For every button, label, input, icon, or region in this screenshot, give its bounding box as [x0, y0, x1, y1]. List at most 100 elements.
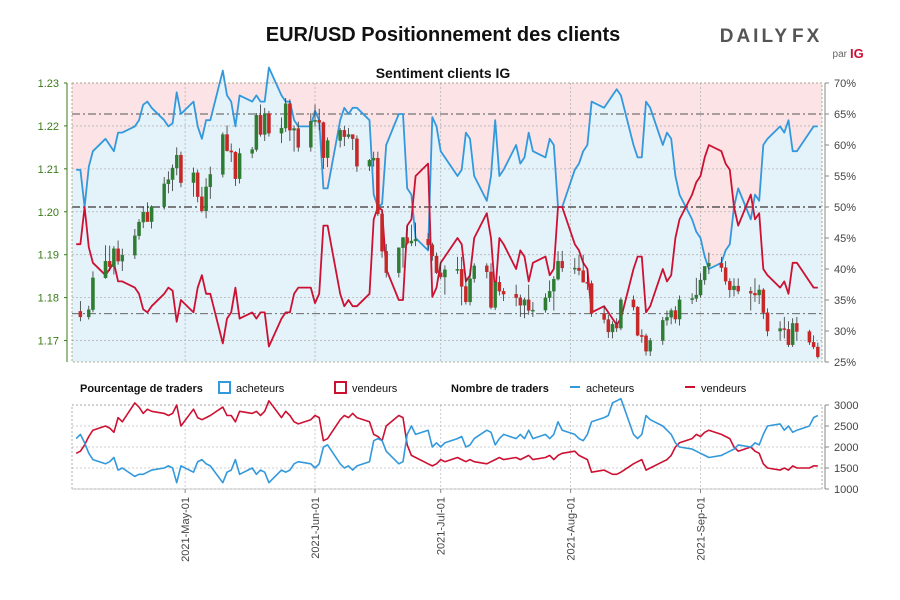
candle: [87, 305, 91, 320]
candle: [501, 288, 506, 302]
candle-body-down: [296, 128, 301, 148]
candle-body-up: [279, 127, 284, 134]
candle: [489, 263, 493, 310]
candle-body-up: [103, 260, 108, 279]
candle-body-up: [338, 130, 342, 141]
candle: [677, 295, 682, 326]
chart-subtitle: Sentiment clients IG: [376, 65, 511, 81]
candle-body-down: [749, 291, 753, 294]
candle-body-down: [145, 212, 150, 222]
candle: [644, 333, 648, 356]
candle: [749, 286, 753, 311]
candle: [707, 252, 711, 275]
candle-body-up: [677, 299, 682, 320]
candle: [614, 318, 619, 332]
candle-body-down: [350, 134, 355, 139]
candle-body-down: [723, 267, 728, 282]
sellers-count-line: [75, 399, 818, 476]
candle-body-down: [753, 293, 757, 296]
candle: [116, 240, 120, 265]
candle-body-up: [174, 154, 179, 169]
candle: [254, 113, 259, 152]
candle: [405, 225, 409, 245]
candle: [640, 329, 644, 343]
candle-body-up: [543, 297, 548, 311]
candle: [648, 337, 652, 356]
candle: [472, 263, 476, 283]
candle-body-up: [690, 298, 694, 300]
candle: [145, 202, 150, 222]
legend-count-sellers-label: vendeurs: [701, 383, 747, 395]
candle: [229, 143, 233, 162]
candle-body-up: [237, 153, 242, 179]
buyers-percent-line: [76, 66, 818, 270]
candle-body-down: [501, 291, 506, 295]
candle-body-down: [355, 138, 359, 167]
candle: [464, 277, 468, 305]
candle: [162, 177, 166, 210]
candle: [409, 224, 414, 247]
candle-body-down: [384, 251, 388, 273]
candle-body-up: [669, 310, 673, 318]
candle-body-down: [258, 115, 263, 135]
percent-tick-label: 55%: [834, 171, 856, 183]
candle-body-down: [816, 346, 820, 357]
candle: [195, 169, 200, 203]
candle: [283, 98, 288, 132]
candle: [288, 99, 292, 141]
candle-body-down: [459, 269, 464, 287]
candle: [589, 280, 594, 317]
price-tick-label: 1.22: [38, 121, 59, 133]
price-tick-label: 1.23: [38, 78, 59, 90]
candle: [137, 219, 141, 240]
candle: [204, 178, 208, 219]
candle-body-down: [497, 282, 502, 292]
candle: [669, 308, 673, 325]
candle: [526, 284, 531, 315]
candle-body-down: [782, 328, 787, 330]
candle-body-down: [644, 335, 648, 352]
candle-body-down: [581, 270, 585, 283]
candle-body-up: [166, 179, 171, 185]
candle: [309, 113, 313, 152]
candle: [107, 245, 112, 272]
candle: [602, 306, 606, 324]
candle: [816, 342, 820, 359]
candle-body-down: [585, 282, 590, 284]
candle: [468, 268, 472, 306]
candle-body-up: [141, 212, 145, 223]
candle: [485, 263, 489, 279]
candle: [325, 137, 330, 168]
candle: [543, 293, 548, 313]
candle: [342, 125, 347, 147]
price-candles: [78, 98, 820, 359]
candle-body-up: [112, 248, 116, 267]
percent-tick-label: 30%: [834, 326, 856, 338]
candle: [698, 273, 703, 298]
logo-by-text: par: [833, 49, 848, 60]
candle-body-up: [367, 160, 372, 167]
candle: [577, 254, 581, 276]
candle: [807, 329, 812, 345]
price-tick-label: 1.17: [38, 336, 59, 348]
candle: [262, 107, 267, 141]
candle-body-down: [795, 323, 799, 332]
candle-body-up: [757, 289, 761, 296]
candle: [631, 295, 636, 311]
candle: [560, 250, 564, 272]
candle-body-up: [137, 221, 141, 236]
candle: [170, 164, 175, 192]
candle-body-down: [761, 289, 766, 313]
candle: [455, 256, 460, 275]
candle: [250, 146, 254, 159]
candle: [258, 104, 263, 137]
candle-body-up: [91, 277, 95, 310]
candle-body-up: [665, 317, 669, 321]
percent-tick-label: 70%: [834, 78, 856, 90]
candle: [225, 125, 229, 152]
candle-body-down: [317, 120, 321, 123]
percent-tick-label: 50%: [834, 202, 856, 214]
candle: [556, 251, 560, 281]
candle: [233, 151, 238, 187]
